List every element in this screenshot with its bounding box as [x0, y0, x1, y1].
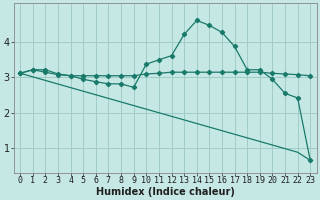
X-axis label: Humidex (Indice chaleur): Humidex (Indice chaleur) — [96, 187, 235, 197]
